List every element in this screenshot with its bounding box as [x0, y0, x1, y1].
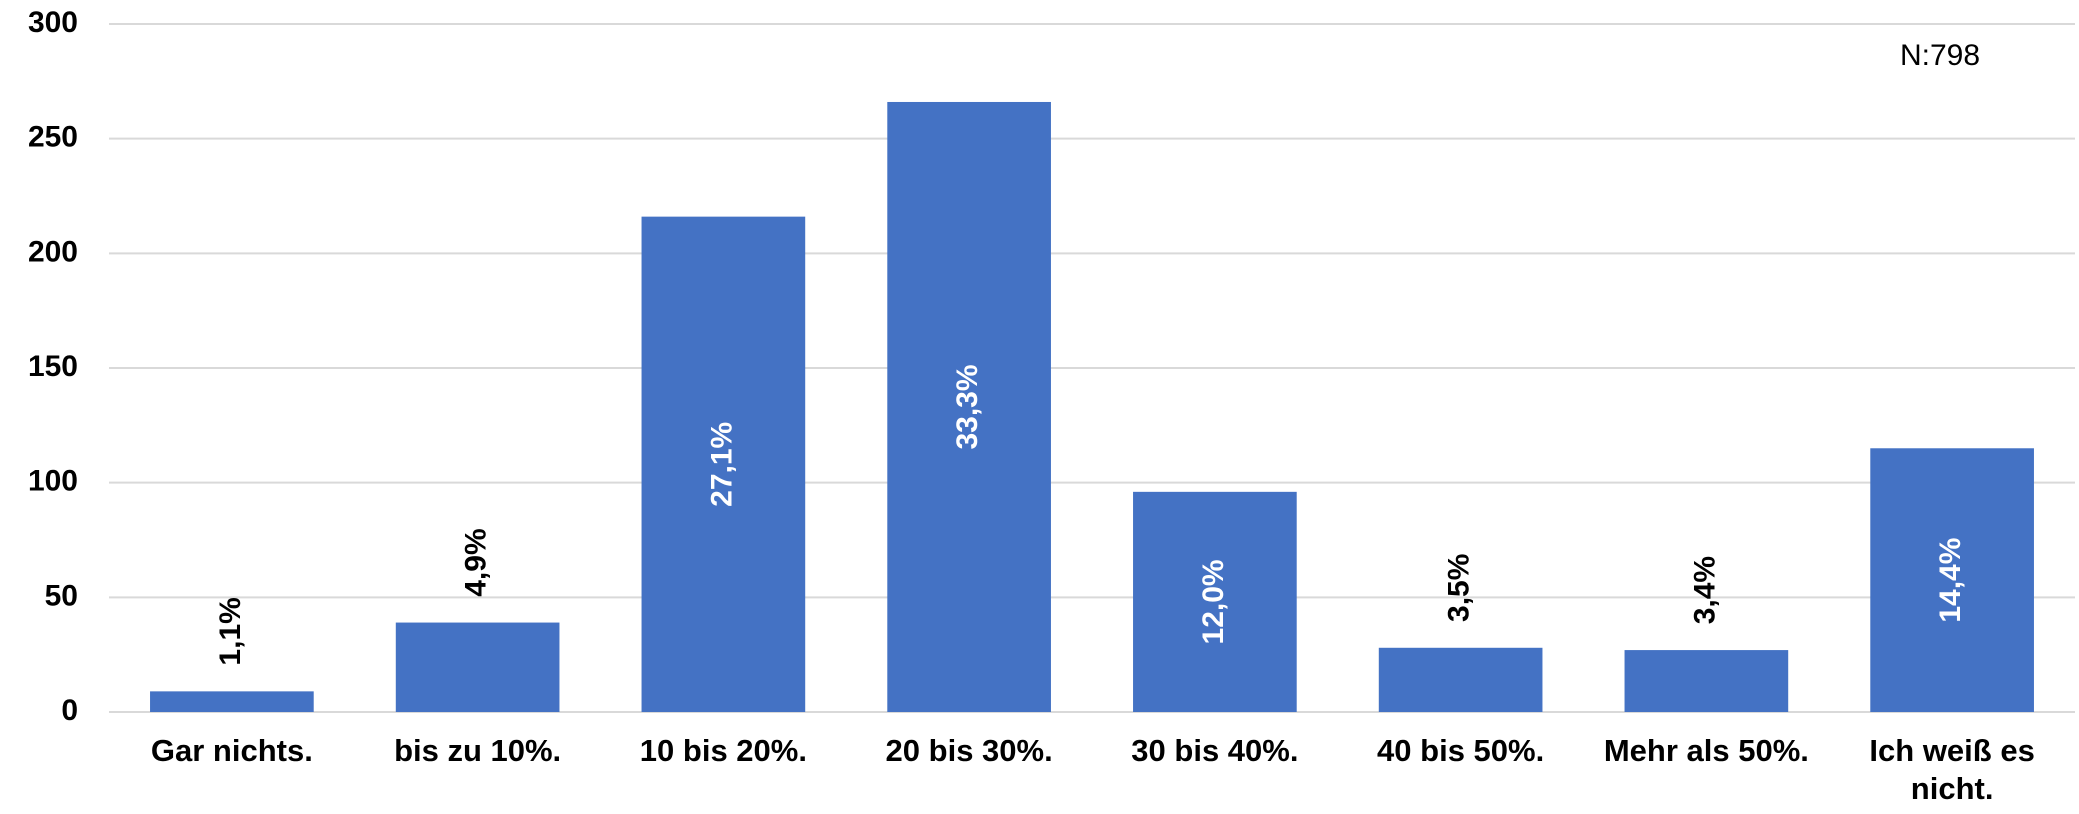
bar — [395, 622, 560, 712]
data-label: 3,4% — [1688, 556, 1721, 624]
y-tick-label: 250 — [28, 121, 78, 154]
data-label: 1,1% — [214, 597, 247, 665]
x-tick-label: 40 bis 50%. — [1377, 733, 1545, 768]
y-tick-label: 0 — [61, 694, 78, 727]
y-tick-label: 300 — [28, 6, 78, 39]
bar — [887, 101, 1051, 713]
data-label: 33,3% — [951, 364, 984, 449]
data-label: 12,0% — [1197, 559, 1230, 644]
y-tick-label: 100 — [28, 465, 78, 498]
y-tick-label: 150 — [28, 350, 78, 383]
x-tick-label: bis zu 10%. — [394, 733, 562, 768]
bar — [1624, 650, 1789, 712]
x-tick-label: 10 bis 20%. — [639, 733, 807, 768]
data-label: 4,9% — [460, 528, 493, 596]
bar — [150, 691, 314, 712]
y-tick-label: 200 — [28, 235, 78, 268]
annotation: N:798 — [1900, 39, 1980, 72]
bar — [1378, 647, 1543, 712]
bar — [1870, 448, 2034, 712]
y-tick-label: 50 — [45, 579, 78, 612]
data-label: 3,5% — [1443, 554, 1476, 622]
bar — [1133, 491, 1297, 712]
x-tick-label: 30 bis 40%. — [1131, 733, 1299, 768]
x-tick-label: Mehr als 50%. — [1603, 733, 1809, 768]
data-label: 27,1% — [705, 422, 738, 507]
x-tick-label: Ich weiß es nicht. — [1869, 733, 2035, 806]
x-tick-label: Gar nichts. — [150, 733, 313, 768]
bar — [641, 216, 806, 712]
x-tick-label: 20 bis 30%. — [885, 733, 1053, 768]
data-label: 14,4% — [1934, 538, 1967, 623]
